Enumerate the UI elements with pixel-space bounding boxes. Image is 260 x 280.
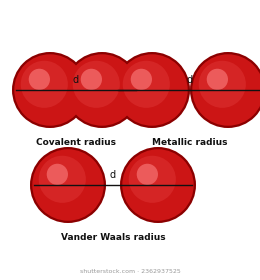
Circle shape — [190, 52, 260, 128]
Circle shape — [14, 54, 86, 126]
Circle shape — [30, 147, 106, 223]
Circle shape — [47, 164, 68, 185]
Circle shape — [66, 54, 138, 126]
Text: d: d — [73, 75, 79, 85]
Circle shape — [120, 147, 196, 223]
Circle shape — [81, 69, 102, 90]
Circle shape — [207, 69, 228, 90]
Circle shape — [122, 149, 194, 221]
Text: Covalent radius: Covalent radius — [36, 138, 116, 147]
Circle shape — [116, 54, 188, 126]
Circle shape — [12, 52, 88, 128]
Circle shape — [137, 164, 158, 185]
Circle shape — [64, 52, 140, 128]
Circle shape — [29, 69, 50, 90]
Circle shape — [131, 69, 152, 90]
Circle shape — [129, 156, 176, 203]
Circle shape — [21, 61, 68, 108]
Circle shape — [192, 54, 260, 126]
Text: Metallic radius: Metallic radius — [152, 138, 228, 147]
Text: Vander Waals radius: Vander Waals radius — [61, 233, 165, 242]
Text: d: d — [187, 75, 193, 85]
Circle shape — [123, 61, 170, 108]
Circle shape — [114, 52, 190, 128]
Text: shutterstock.com · 2362937525: shutterstock.com · 2362937525 — [80, 269, 180, 274]
Text: d: d — [110, 170, 116, 180]
Circle shape — [199, 61, 246, 108]
Circle shape — [32, 149, 104, 221]
Circle shape — [39, 156, 86, 203]
Circle shape — [73, 61, 120, 108]
